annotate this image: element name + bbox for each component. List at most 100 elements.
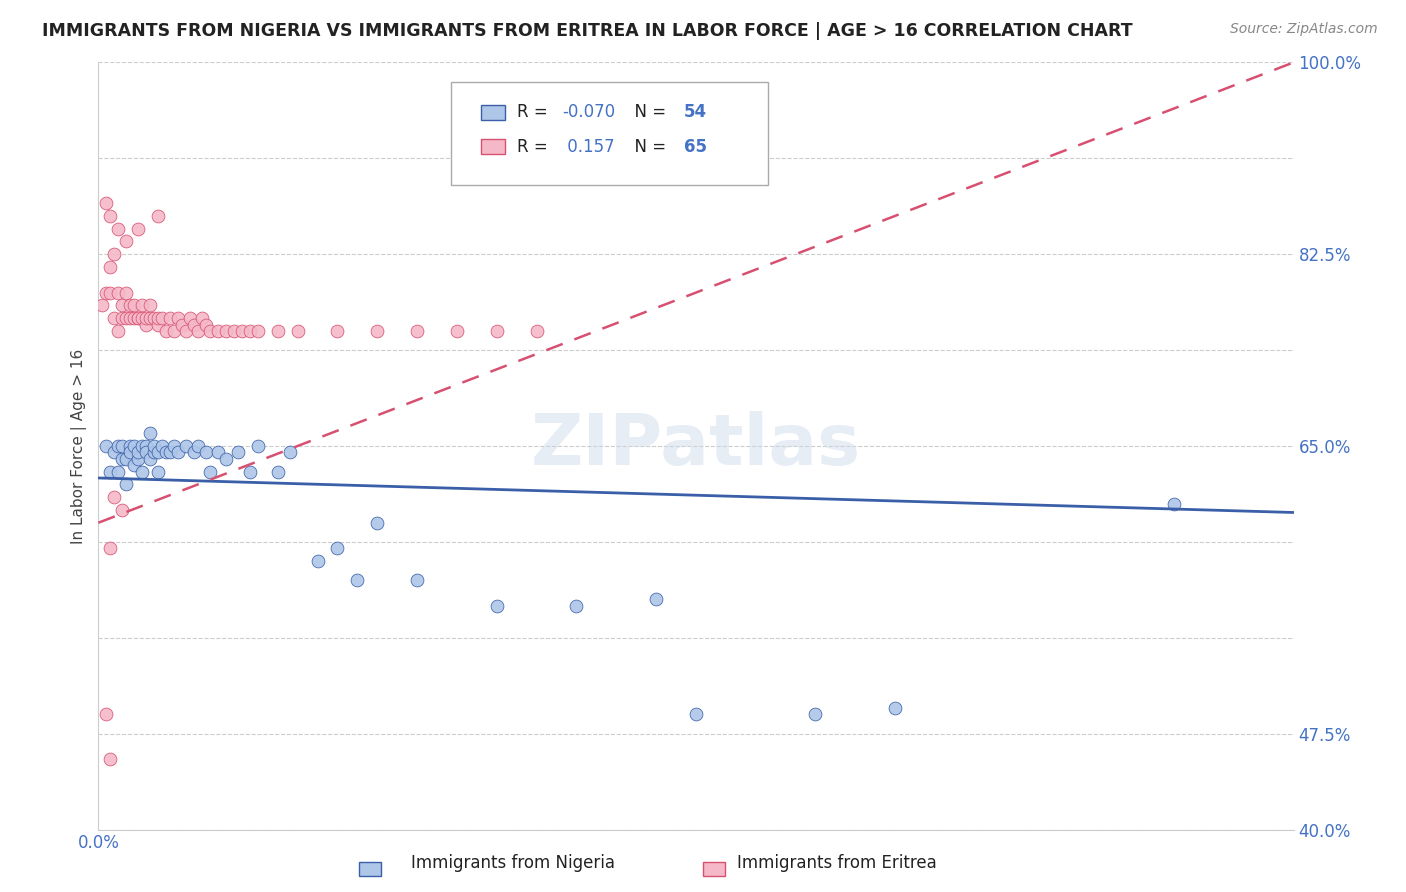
- Point: [198, 465, 221, 479]
- Point: [307, 554, 329, 568]
- Point: [98, 285, 122, 300]
- Point: [96, 439, 118, 453]
- Point: [124, 298, 146, 312]
- Point: [135, 445, 157, 459]
- Point: [366, 324, 388, 338]
- Point: [231, 324, 253, 338]
- Text: 0.157: 0.157: [562, 138, 614, 156]
- Point: [124, 458, 146, 473]
- Point: [198, 324, 221, 338]
- Text: N =: N =: [624, 138, 672, 156]
- Point: [287, 324, 309, 338]
- Point: [98, 752, 122, 766]
- Point: [127, 311, 149, 326]
- Point: [103, 247, 125, 261]
- Point: [131, 465, 153, 479]
- Text: Immigrants from Eritrea: Immigrants from Eritrea: [737, 855, 936, 872]
- Point: [191, 311, 214, 326]
- FancyBboxPatch shape: [481, 139, 505, 154]
- Point: [139, 426, 162, 441]
- Point: [155, 445, 177, 459]
- Point: [526, 324, 548, 338]
- Text: ZIPatlas: ZIPatlas: [531, 411, 860, 481]
- Point: [150, 311, 173, 326]
- Point: [115, 285, 138, 300]
- Point: [107, 465, 129, 479]
- Point: [148, 465, 170, 479]
- Point: [267, 465, 290, 479]
- Point: [148, 311, 170, 326]
- Point: [143, 445, 166, 459]
- Point: [685, 707, 707, 722]
- Point: [179, 311, 201, 326]
- Point: [98, 465, 122, 479]
- Point: [115, 477, 138, 491]
- Point: [139, 451, 162, 466]
- Point: [172, 318, 194, 332]
- Point: [148, 318, 170, 332]
- Point: [239, 324, 262, 338]
- Point: [115, 311, 138, 326]
- Point: [215, 451, 238, 466]
- Point: [187, 439, 209, 453]
- Point: [103, 490, 125, 504]
- Point: [131, 298, 153, 312]
- Point: [143, 439, 166, 453]
- FancyBboxPatch shape: [481, 104, 505, 120]
- Point: [183, 445, 205, 459]
- Point: [96, 707, 118, 722]
- Point: [326, 324, 349, 338]
- Point: [485, 599, 508, 613]
- Point: [159, 311, 181, 326]
- Point: [127, 451, 149, 466]
- Point: [111, 298, 134, 312]
- Point: [139, 298, 162, 312]
- Point: [127, 311, 149, 326]
- Point: [406, 574, 429, 588]
- Text: R =: R =: [517, 103, 553, 121]
- Point: [111, 451, 134, 466]
- Text: -0.070: -0.070: [562, 103, 616, 121]
- Point: [215, 324, 238, 338]
- Point: [124, 439, 146, 453]
- Point: [107, 324, 129, 338]
- Point: [96, 196, 118, 211]
- Point: [187, 324, 209, 338]
- Point: [195, 445, 218, 459]
- FancyBboxPatch shape: [451, 81, 768, 186]
- Point: [120, 311, 142, 326]
- Text: R =: R =: [517, 138, 553, 156]
- Point: [804, 707, 827, 722]
- Point: [120, 298, 142, 312]
- Point: [183, 318, 205, 332]
- Point: [326, 541, 349, 556]
- Point: [485, 324, 508, 338]
- Point: [406, 324, 429, 338]
- Point: [150, 439, 173, 453]
- Y-axis label: In Labor Force | Age > 16: In Labor Force | Age > 16: [72, 349, 87, 543]
- Point: [246, 439, 269, 453]
- Point: [174, 324, 197, 338]
- Point: [120, 445, 142, 459]
- Point: [167, 445, 190, 459]
- Point: [884, 701, 907, 715]
- Point: [163, 324, 186, 338]
- Point: [645, 592, 668, 607]
- Point: [103, 445, 125, 459]
- Point: [107, 221, 129, 235]
- Point: [96, 285, 118, 300]
- Point: [346, 574, 368, 588]
- Point: [222, 324, 245, 338]
- Point: [103, 311, 125, 326]
- Point: [267, 324, 290, 338]
- Point: [111, 439, 134, 453]
- Point: [139, 311, 162, 326]
- Point: [135, 311, 157, 326]
- Point: [111, 311, 134, 326]
- Point: [135, 318, 157, 332]
- Point: [1163, 496, 1185, 510]
- Point: [111, 503, 134, 517]
- Point: [98, 209, 122, 223]
- Point: [565, 599, 588, 613]
- Point: [148, 445, 170, 459]
